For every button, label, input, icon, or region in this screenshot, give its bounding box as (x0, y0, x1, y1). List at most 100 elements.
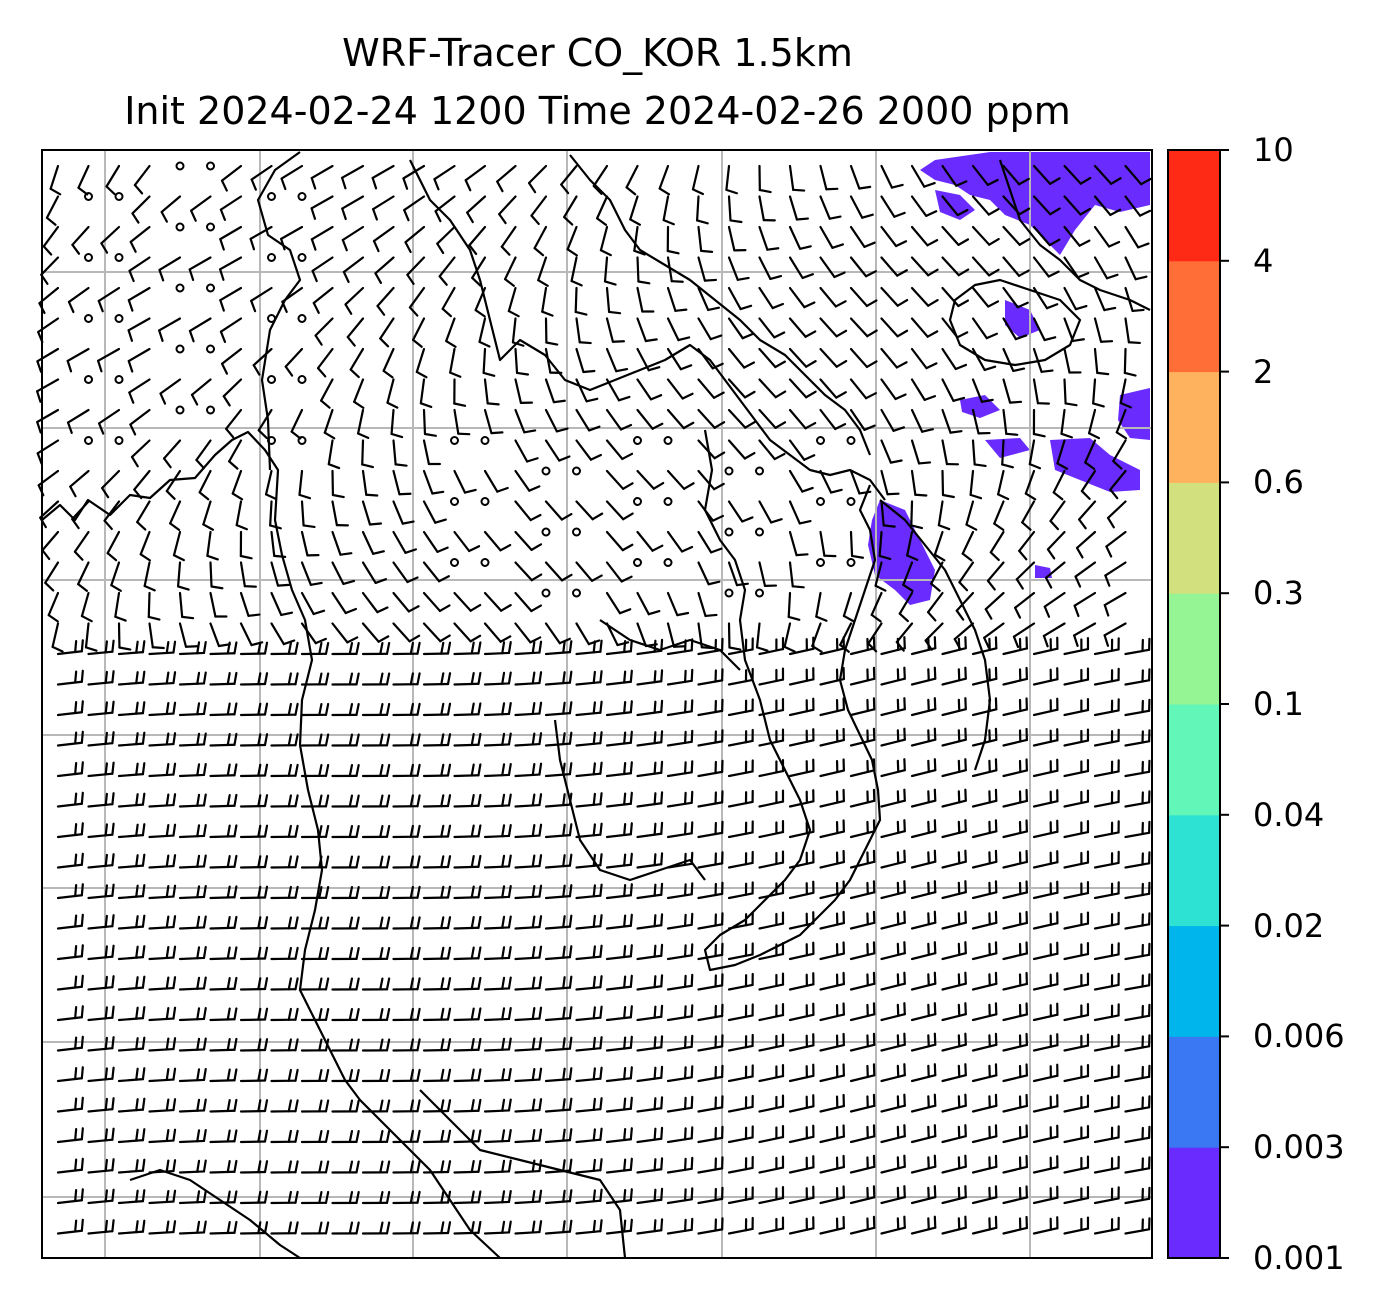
wind-barb (575, 1066, 603, 1083)
wind-barb (514, 347, 530, 376)
wind-barb (209, 732, 238, 747)
colorbar-segment (1168, 593, 1220, 705)
wind-barb (392, 622, 421, 643)
wind-barb (880, 408, 906, 432)
wind-barb (941, 347, 968, 371)
wind-barb (483, 1067, 512, 1083)
wind-barb (849, 819, 876, 839)
wind-barb (541, 286, 554, 317)
wind-barb (422, 733, 452, 747)
coastline-south-4 (129, 1168, 301, 1259)
wind-barb (422, 641, 452, 656)
wind-barb (178, 1067, 207, 1083)
wind-barb (148, 793, 177, 808)
wind-barb (849, 469, 872, 495)
wind-barb (361, 1068, 391, 1083)
wind-barb (1093, 759, 1120, 778)
wind-calm-marker (84, 253, 93, 262)
coastline-south-2 (599, 619, 741, 671)
wind-barb (178, 1006, 207, 1022)
wind-barb (239, 916, 269, 930)
wind-barb (361, 916, 391, 930)
wind-barb (1073, 622, 1097, 647)
wind-calm-marker (206, 405, 215, 415)
wind-barb (1002, 1032, 1028, 1052)
wind-barb (453, 885, 482, 900)
wind-barb (178, 1128, 207, 1144)
wind-barb (910, 819, 937, 839)
wind-barb (1021, 500, 1036, 531)
wind-barb (392, 1129, 421, 1144)
wind-barb (483, 408, 504, 435)
wind-barb (453, 408, 471, 436)
wind-barb (666, 790, 694, 808)
wind-barb (361, 977, 391, 991)
wind-barb (880, 347, 908, 369)
wind-barb (575, 761, 603, 778)
wind-calm-marker (816, 558, 825, 567)
wind-barb (788, 439, 816, 461)
wind-barb (453, 1098, 482, 1113)
wind-barb (880, 256, 908, 277)
wind-barb (300, 1221, 330, 1235)
wind-barb (727, 622, 742, 651)
wind-barb (1032, 850, 1059, 869)
wind-barb (117, 1189, 146, 1205)
wind-barb (225, 408, 243, 439)
colorbar-tick-label: 0.1 (1253, 685, 1304, 723)
wind-barb (514, 976, 543, 991)
wind-barb (819, 317, 848, 338)
wind-barb (331, 916, 360, 930)
wind-barb (788, 500, 812, 525)
wind-barb (178, 945, 207, 961)
wind-barb (252, 347, 273, 376)
wind-barb (1032, 164, 1061, 185)
wind-barb (697, 591, 718, 618)
wind-barb (97, 408, 121, 435)
wind-barb (300, 1099, 330, 1113)
wind-barb (1063, 850, 1090, 869)
wind-barb (1002, 849, 1028, 869)
wind-barb (697, 637, 724, 656)
wind-barb (239, 794, 269, 808)
wind-barb (910, 697, 937, 717)
wind-barb (1124, 225, 1150, 249)
wind-barb (969, 469, 983, 500)
wind-barb (300, 591, 326, 616)
wind-barb (514, 945, 543, 961)
wind-barb (636, 760, 664, 778)
wind-barb (331, 946, 360, 961)
wind-barb (544, 500, 573, 521)
wind-barb (514, 1006, 543, 1022)
wind-barb (849, 286, 878, 308)
wind-barb (727, 195, 743, 224)
wind-barb (178, 701, 207, 717)
wind-barb (849, 408, 876, 431)
wind-barb (56, 974, 84, 991)
wind-barb (636, 317, 658, 343)
wind-barb (697, 439, 726, 460)
wind-barb (819, 195, 842, 220)
wind-barb (544, 1158, 573, 1174)
wind-barb (819, 788, 845, 808)
colorbar-segment (1168, 371, 1220, 483)
wind-barb (605, 622, 630, 647)
wind-barb (971, 256, 1000, 277)
wind-barb (1032, 667, 1059, 686)
wind-barb (971, 697, 998, 717)
wind-barb (910, 636, 937, 656)
wind-barb (941, 195, 969, 217)
wind-barb (898, 591, 914, 623)
wind-barb (87, 914, 115, 930)
wind-barb (1063, 1216, 1090, 1235)
wind-barb (971, 347, 997, 372)
wind-barb (880, 164, 904, 189)
wind-barb (514, 1067, 543, 1083)
wind-barb (605, 639, 633, 656)
wind-barb (69, 469, 90, 498)
wind-barb (331, 733, 360, 747)
wind-barb (1032, 697, 1059, 717)
wind-barb (527, 164, 548, 194)
wind-barb (880, 500, 896, 528)
